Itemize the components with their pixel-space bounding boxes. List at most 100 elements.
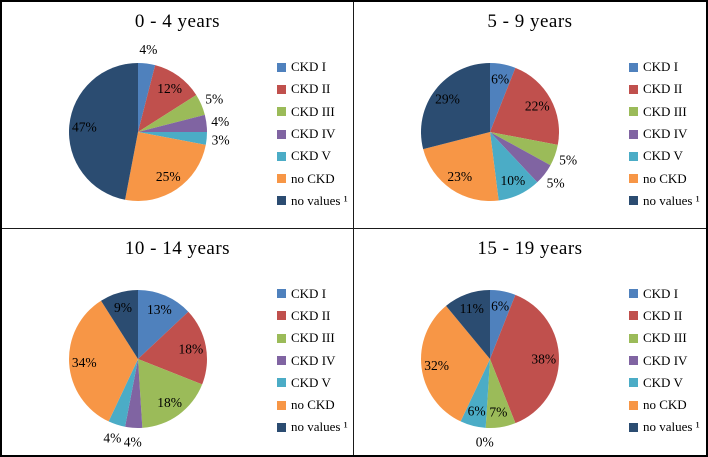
legend-label: CKD III — [291, 103, 335, 119]
legend-marker-icon — [277, 84, 286, 94]
legend-marker-icon — [277, 378, 286, 388]
data-label-ckd-iv: 4% — [211, 114, 229, 129]
pie-slice-ckd-i — [490, 63, 516, 132]
pie-slice-ckd-v — [490, 132, 538, 201]
data-label-ckd-iii: 18% — [157, 395, 182, 410]
legend-item-ckd-iii: CKD III — [629, 327, 700, 349]
legend-label: no CKD — [643, 397, 687, 413]
legend-item-ckd-iv: CKD IV — [629, 123, 700, 145]
legend-label: CKD II — [291, 81, 331, 97]
legend-label: CKD III — [643, 330, 687, 346]
data-label-no-ckd: 32% — [424, 358, 449, 373]
pie-slice-no-ckd — [423, 132, 499, 202]
data-label-ckd-ii: 38% — [531, 351, 556, 366]
pie-slice-no-values- — [446, 289, 490, 359]
legend-item-ckd-v: CKD V — [629, 372, 700, 394]
legend-item-ckd-i: CKD I — [277, 283, 348, 305]
pie-slice-ckd-iv — [125, 358, 143, 428]
legend-marker-icon — [629, 400, 638, 410]
legend-label: no CKD — [291, 397, 335, 413]
legend-marker-icon — [629, 174, 638, 184]
chart-title: 0 - 4 years — [134, 11, 221, 32]
legend-label: CKD II — [291, 307, 331, 323]
legend-marker-icon — [629, 378, 638, 388]
data-label-no-ckd: 34% — [72, 354, 97, 369]
pie-slice-ckd-ii — [490, 67, 560, 145]
data-label-ckd-ii: 22% — [525, 99, 550, 114]
legend-item-no-values-: no values ¹ — [629, 416, 700, 438]
pie-slice-ckd-v — [138, 132, 208, 145]
legend-item-ckd-ii: CKD II — [277, 78, 348, 100]
legend-marker-icon — [629, 84, 638, 94]
legend-item-ckd-i: CKD I — [277, 56, 348, 78]
legend-marker-icon — [277, 311, 286, 321]
chart-legend: CKD I CKD II CKD III CKD IV CKD V no CKD no va… — [629, 56, 700, 212]
legend-item-ckd-i: CKD I — [629, 56, 700, 78]
chart-legend: CKD I CKD II CKD III CKD IV CKD V no CKD no va… — [277, 283, 348, 439]
pie-slice-ckd-iv — [138, 114, 207, 132]
legend-label: no values ¹ — [291, 419, 348, 435]
chart-title: 15 - 19 years — [477, 237, 583, 259]
legend-label: CKD II — [643, 307, 683, 323]
legend-item-ckd-iv: CKD IV — [629, 349, 700, 371]
legend-label: no CKD — [291, 170, 335, 186]
legend-label: no values ¹ — [291, 192, 348, 208]
legend-marker-icon — [629, 62, 638, 72]
legend-label: no values ¹ — [643, 192, 700, 208]
data-label-no-ckd: 23% — [447, 169, 472, 184]
legend-item-ckd-ii: CKD II — [277, 305, 348, 327]
quadrant-0-4-years: 0 - 4 years 4% 12% 5% 4% 3% 25% 47% CKD I CKD I… — [2, 2, 354, 229]
pie-slice-no-values- — [68, 62, 138, 200]
legend-label: CKD V — [291, 374, 331, 390]
chart-legend: CKD I CKD II CKD III CKD IV CKD V no CKD no va… — [277, 56, 348, 212]
legend-item-ckd-iv: CKD IV — [277, 123, 348, 145]
legend-item-ckd-ii: CKD II — [629, 78, 700, 100]
data-label-ckd-i: 4% — [139, 42, 157, 57]
legend-marker-icon — [629, 289, 638, 299]
data-label-ckd-v: 3% — [212, 132, 230, 147]
legend-label: CKD I — [643, 285, 679, 301]
legend-label: CKD IV — [643, 352, 688, 368]
pie-slice-ckd-iii — [490, 132, 558, 166]
data-label-ckd-ii: 18% — [179, 341, 204, 356]
legend-label: CKD I — [291, 59, 327, 75]
pie-slice-ckd-iii — [138, 358, 203, 428]
legend-marker-icon — [629, 333, 638, 343]
legend-item-ckd-v: CKD V — [629, 145, 700, 167]
legend-marker-icon — [277, 174, 286, 184]
legend-marker-icon — [277, 151, 286, 161]
legend-label: CKD III — [643, 103, 687, 119]
legend-label: CKD II — [643, 81, 683, 97]
quadrant-5-9-years: 5 - 9 years 6% 22% 5% 5% 10% 23% 29% CKD I CKD … — [354, 2, 706, 229]
legend-marker-icon — [629, 196, 638, 206]
legend-item-no-values-: no values ¹ — [629, 190, 700, 212]
legend-marker-icon — [629, 311, 638, 321]
pie-slice-ckd-iii — [485, 358, 516, 428]
legend-item-no-ckd: no CKD — [277, 167, 348, 189]
data-label-ckd-i: 6% — [491, 72, 509, 87]
legend-item-ckd-iii: CKD III — [277, 101, 348, 123]
legend-label: CKD I — [643, 59, 679, 75]
data-label-ckd-iv: 4% — [124, 434, 142, 449]
data-label-ckd-i: 6% — [491, 298, 509, 313]
legend-marker-icon — [629, 422, 638, 432]
pie-slice-no-values- — [421, 63, 490, 150]
legend-label: CKD III — [291, 330, 335, 346]
legend-item-no-ckd: no CKD — [277, 394, 348, 416]
pie-slice-ckd-v — [460, 358, 490, 428]
chart-legend: CKD I CKD II CKD III CKD IV CKD V no CKD no va… — [629, 283, 700, 439]
legend-label: no CKD — [643, 170, 687, 186]
legend-marker-icon — [277, 129, 286, 139]
pie-slice-no-values- — [101, 289, 138, 359]
legend-marker-icon — [277, 422, 286, 432]
quadrant-10-14-years: 10 - 14 years 13% 18% 18% 4% 4% 34% 9% CKD I CK… — [2, 228, 354, 455]
chart-title: 10 - 14 years — [124, 237, 231, 259]
legend-label: CKD V — [643, 148, 683, 164]
legend-item-no-values-: no values ¹ — [277, 190, 348, 212]
data-label-ckd-i: 13% — [147, 302, 172, 317]
pie-chart-10-14-years: 13% 18% 18% 4%4% 34% 9% — [69, 289, 207, 449]
pie-chart-0-4-years: 4% 12% 5% 4% 3% 25% 47% — [68, 42, 230, 202]
pie-slice-no-ckd — [420, 305, 490, 421]
legend-label: CKD V — [643, 374, 683, 390]
legend-marker-icon — [277, 289, 286, 299]
